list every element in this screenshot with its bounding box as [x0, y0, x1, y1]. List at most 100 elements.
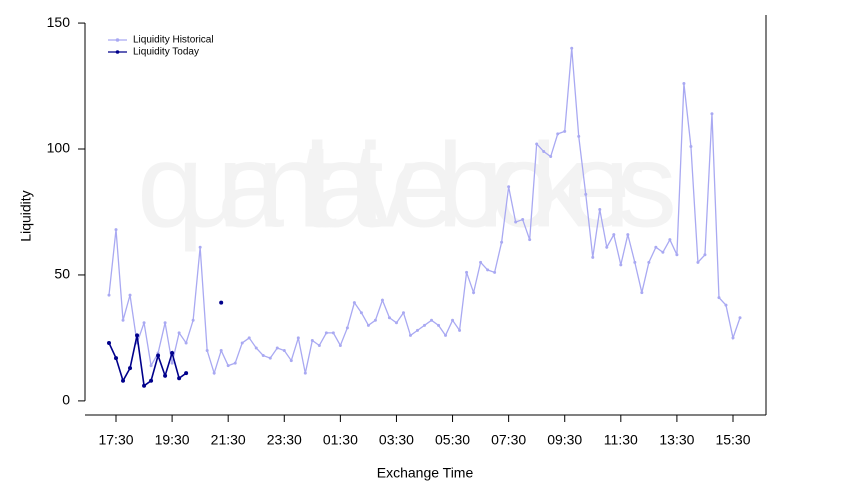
data-point	[619, 263, 623, 267]
data-point	[128, 366, 133, 371]
data-point	[296, 336, 300, 340]
data-point	[738, 316, 742, 320]
x-tick-label: 17:30	[98, 432, 133, 448]
data-point	[647, 260, 651, 264]
x-tick-label: 07:30	[491, 432, 526, 448]
data-point	[331, 331, 335, 335]
data-point	[247, 336, 251, 340]
data-point	[633, 260, 637, 264]
data-point	[121, 318, 125, 322]
data-point	[415, 328, 419, 332]
legend-swatch-dot	[115, 50, 120, 54]
data-point	[514, 220, 518, 224]
data-point	[703, 253, 707, 257]
data-point	[387, 316, 391, 320]
y-tick-label: 50	[54, 266, 70, 282]
data-point	[317, 343, 321, 347]
y-tick-label: 0	[62, 392, 70, 408]
data-point	[366, 323, 370, 327]
data-point	[128, 293, 132, 297]
data-point	[310, 338, 314, 342]
data-point	[289, 359, 293, 363]
data-point	[493, 270, 497, 274]
data-point	[338, 343, 342, 347]
data-point	[591, 255, 595, 259]
data-point	[149, 364, 153, 368]
data-point	[577, 134, 581, 138]
legend-label: Liquidity Today	[133, 47, 199, 58]
data-point	[275, 346, 279, 350]
data-point	[654, 245, 658, 249]
data-point	[114, 356, 119, 361]
data-point	[584, 192, 588, 196]
data-point	[675, 253, 679, 257]
legend-label: Liquidity Historical	[133, 35, 214, 46]
x-tick-label: 21:30	[211, 432, 246, 448]
data-point	[163, 321, 167, 325]
data-point	[261, 354, 265, 358]
data-point	[696, 260, 700, 264]
x-tick-label: 09:30	[547, 432, 582, 448]
data-point	[282, 349, 286, 353]
data-point	[458, 328, 462, 332]
data-point	[184, 371, 189, 376]
data-point	[107, 293, 111, 297]
data-point	[135, 333, 140, 338]
data-point	[437, 323, 441, 327]
x-tick-label: 13:30	[659, 432, 694, 448]
data-point	[352, 301, 356, 305]
data-point	[535, 142, 539, 146]
data-point	[268, 356, 272, 360]
data-point	[373, 318, 377, 322]
data-point	[149, 378, 154, 383]
y-tick-label: 150	[47, 14, 71, 30]
data-point	[521, 218, 525, 222]
data-point	[507, 185, 511, 189]
data-point	[528, 238, 532, 242]
data-point	[205, 349, 209, 353]
data-point	[170, 361, 174, 365]
data-point	[254, 346, 258, 350]
data-point	[689, 144, 693, 148]
data-point	[717, 296, 721, 300]
data-point	[219, 300, 224, 305]
data-point	[556, 132, 560, 136]
data-point	[121, 378, 126, 383]
data-point	[430, 318, 434, 322]
data-point	[724, 303, 728, 307]
data-point	[240, 341, 244, 345]
data-point	[472, 291, 476, 295]
data-point	[380, 298, 384, 302]
watermark: quantitative brokers	[137, 119, 677, 253]
x-tick-label: 11:30	[604, 432, 638, 448]
data-point	[303, 371, 307, 375]
data-point	[661, 250, 665, 254]
data-point	[142, 321, 146, 325]
x-tick-label: 01:30	[323, 432, 358, 448]
data-point	[191, 318, 195, 322]
y-tick-label: 100	[47, 140, 71, 156]
data-point	[423, 323, 426, 327]
data-point	[226, 364, 230, 368]
data-point	[198, 245, 202, 249]
legend-swatch-dot	[115, 38, 120, 42]
data-point	[626, 233, 630, 237]
data-point	[219, 349, 223, 353]
y-axis-title: Liquidity	[18, 190, 34, 241]
data-point	[612, 233, 616, 237]
data-point	[359, 311, 363, 315]
data-point	[549, 155, 553, 159]
data-point	[324, 331, 328, 335]
data-point	[710, 112, 714, 116]
data-point	[177, 331, 181, 335]
data-point	[598, 207, 602, 211]
data-point	[107, 340, 111, 345]
data-point	[465, 270, 469, 274]
x-tick-label: 05:30	[435, 432, 470, 448]
data-point	[570, 46, 574, 50]
data-point	[731, 336, 735, 340]
data-point	[444, 333, 448, 337]
data-point	[163, 373, 168, 378]
